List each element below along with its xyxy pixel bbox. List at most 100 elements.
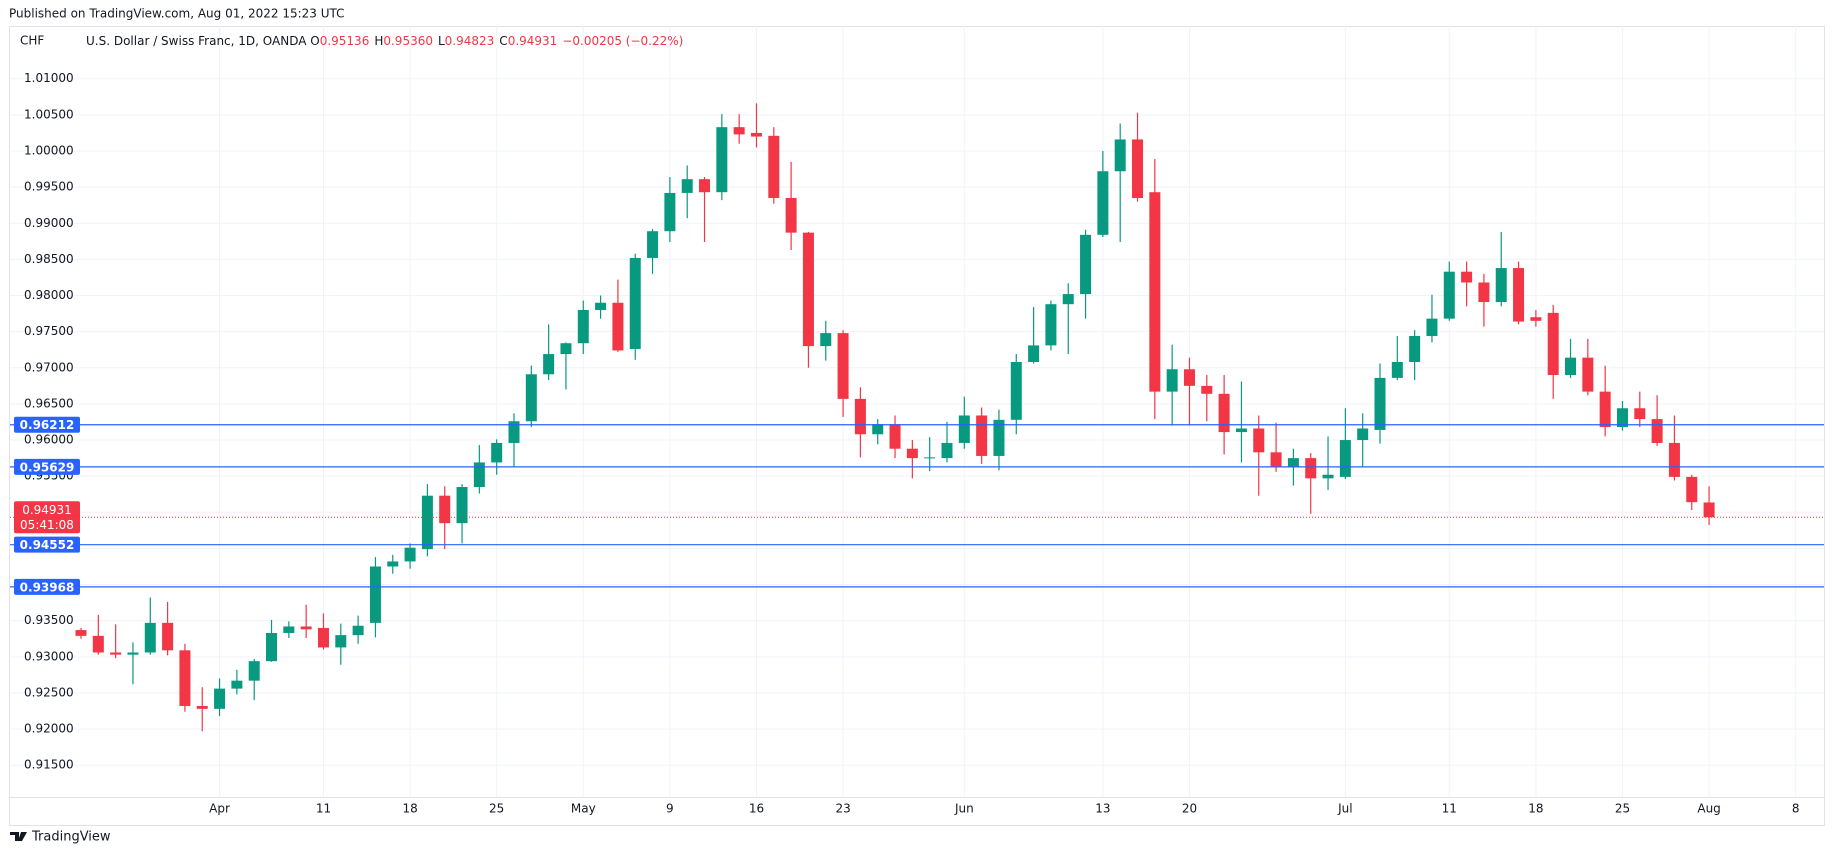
- legend-prefix: O: [310, 34, 319, 48]
- y-tick-label: 0.98500: [24, 252, 74, 266]
- candle-body: [1132, 139, 1144, 198]
- candle-body: [214, 688, 226, 709]
- candle-body: [1634, 408, 1646, 420]
- candle-body: [525, 374, 537, 422]
- y-tick-label: 1.00000: [24, 144, 74, 158]
- candle-body: [1495, 268, 1507, 303]
- candle-body: [854, 398, 866, 435]
- candle-body: [595, 302, 607, 310]
- candle-body: [1149, 192, 1161, 392]
- candle-body: [248, 661, 260, 681]
- price-label: 0.95629: [20, 460, 75, 474]
- legend-value: 0.94823: [445, 34, 495, 48]
- y-tick-label: 0.92500: [24, 685, 74, 699]
- price-label: 0.96212: [20, 418, 75, 432]
- y-tick-label: 0.97500: [24, 324, 74, 338]
- candle-body: [889, 424, 901, 449]
- candle-body: [1703, 502, 1715, 518]
- legend-value: 0.95136: [320, 34, 370, 48]
- price-overlays: 0.96212 0.95629 0.94552 0.93968 0.9493105:41…: [10, 416, 1824, 595]
- candle-body: [127, 652, 139, 655]
- candle-body: [1599, 391, 1611, 428]
- candle-body: [802, 232, 814, 347]
- candle-body: [1166, 369, 1178, 392]
- candle-body: [1201, 385, 1213, 394]
- candle-body: [837, 333, 849, 399]
- legend-prefix: L: [438, 34, 445, 48]
- y-tick-label: 0.96000: [24, 433, 74, 447]
- legend-change: −0.00205 (−0.22%): [562, 34, 683, 48]
- footer-logo: [10, 832, 27, 841]
- candle-body: [1218, 393, 1230, 433]
- chart-frame: [9, 26, 1825, 826]
- x-tick-label: Jul: [1337, 802, 1352, 816]
- candle-body: [1426, 318, 1438, 336]
- candle-body: [421, 495, 433, 550]
- x-tick-label: Apr: [209, 802, 230, 816]
- candle-body: [75, 630, 87, 636]
- footer-brand: TradingView: [31, 830, 111, 845]
- candle-body: [317, 627, 329, 648]
- legend-prefix: H: [374, 34, 383, 48]
- x-tick-label: Aug: [1697, 802, 1720, 816]
- candle-body: [1547, 312, 1559, 376]
- candle-body: [283, 626, 295, 633]
- candle-body: [1391, 362, 1403, 378]
- candle-body: [1443, 271, 1455, 319]
- price-label-bg: [14, 578, 80, 595]
- candle-body: [1235, 428, 1247, 433]
- candle-body: [92, 635, 104, 653]
- x-tick-label: 18: [402, 802, 417, 816]
- x-tick-label: Jun: [954, 802, 974, 816]
- legend-value: 0.95360: [383, 34, 433, 48]
- candle-body: [958, 415, 970, 443]
- candle-body: [404, 547, 416, 562]
- candle-body: [1010, 362, 1022, 420]
- candle-body: [820, 333, 832, 347]
- candle-body: [716, 127, 728, 193]
- candle-body: [144, 622, 156, 653]
- x-tick-label: 23: [835, 802, 850, 816]
- candle-body: [1183, 369, 1195, 386]
- candle-body: [352, 625, 364, 636]
- axis-symbol: CHF: [20, 34, 44, 48]
- candle-body: [1305, 458, 1317, 479]
- candle-body: [612, 302, 624, 351]
- price-label-bg: [14, 416, 80, 433]
- candle-body: [872, 424, 884, 435]
- y-tick-label: 1.00500: [24, 107, 74, 121]
- y-tick-label: 0.98000: [24, 288, 74, 302]
- price-label: 0.93968: [20, 580, 75, 594]
- candle-body: [387, 561, 399, 567]
- candle-body: [110, 652, 122, 655]
- candle-body: [369, 566, 381, 623]
- legend-prefix: C: [499, 34, 507, 48]
- x-tick-label: 20: [1182, 802, 1197, 816]
- last-price-countdown: 05:41:08: [20, 518, 74, 532]
- candle-body: [647, 231, 659, 258]
- candle-body: [473, 462, 485, 488]
- candle-body: [1374, 377, 1386, 430]
- candle-body: [1045, 304, 1057, 346]
- candle-body: [196, 705, 208, 709]
- x-tick-label: 13: [1095, 802, 1110, 816]
- candle-body: [941, 442, 953, 459]
- candle-body: [1651, 419, 1663, 443]
- candle-body: [1409, 335, 1421, 363]
- y-tick-label: 0.99500: [24, 180, 74, 194]
- candle-body: [1287, 458, 1299, 467]
- candle-body: [1080, 234, 1092, 295]
- y-tick-label: 0.92000: [24, 722, 74, 736]
- candle-body: [577, 309, 589, 344]
- candle-body: [560, 343, 572, 355]
- price-label: 0.94552: [20, 538, 75, 552]
- price-label-bg: [14, 458, 80, 475]
- legend: U.S. Dollar / Swiss Franc, 1D, OANDA O0.9…: [86, 34, 683, 48]
- y-tick-label: 0.91500: [24, 758, 74, 772]
- candle-body: [1253, 428, 1265, 453]
- candle-body: [629, 257, 641, 349]
- candle-body: [456, 487, 468, 524]
- y-tick-label: 0.96500: [24, 396, 74, 410]
- candles: [75, 103, 1715, 732]
